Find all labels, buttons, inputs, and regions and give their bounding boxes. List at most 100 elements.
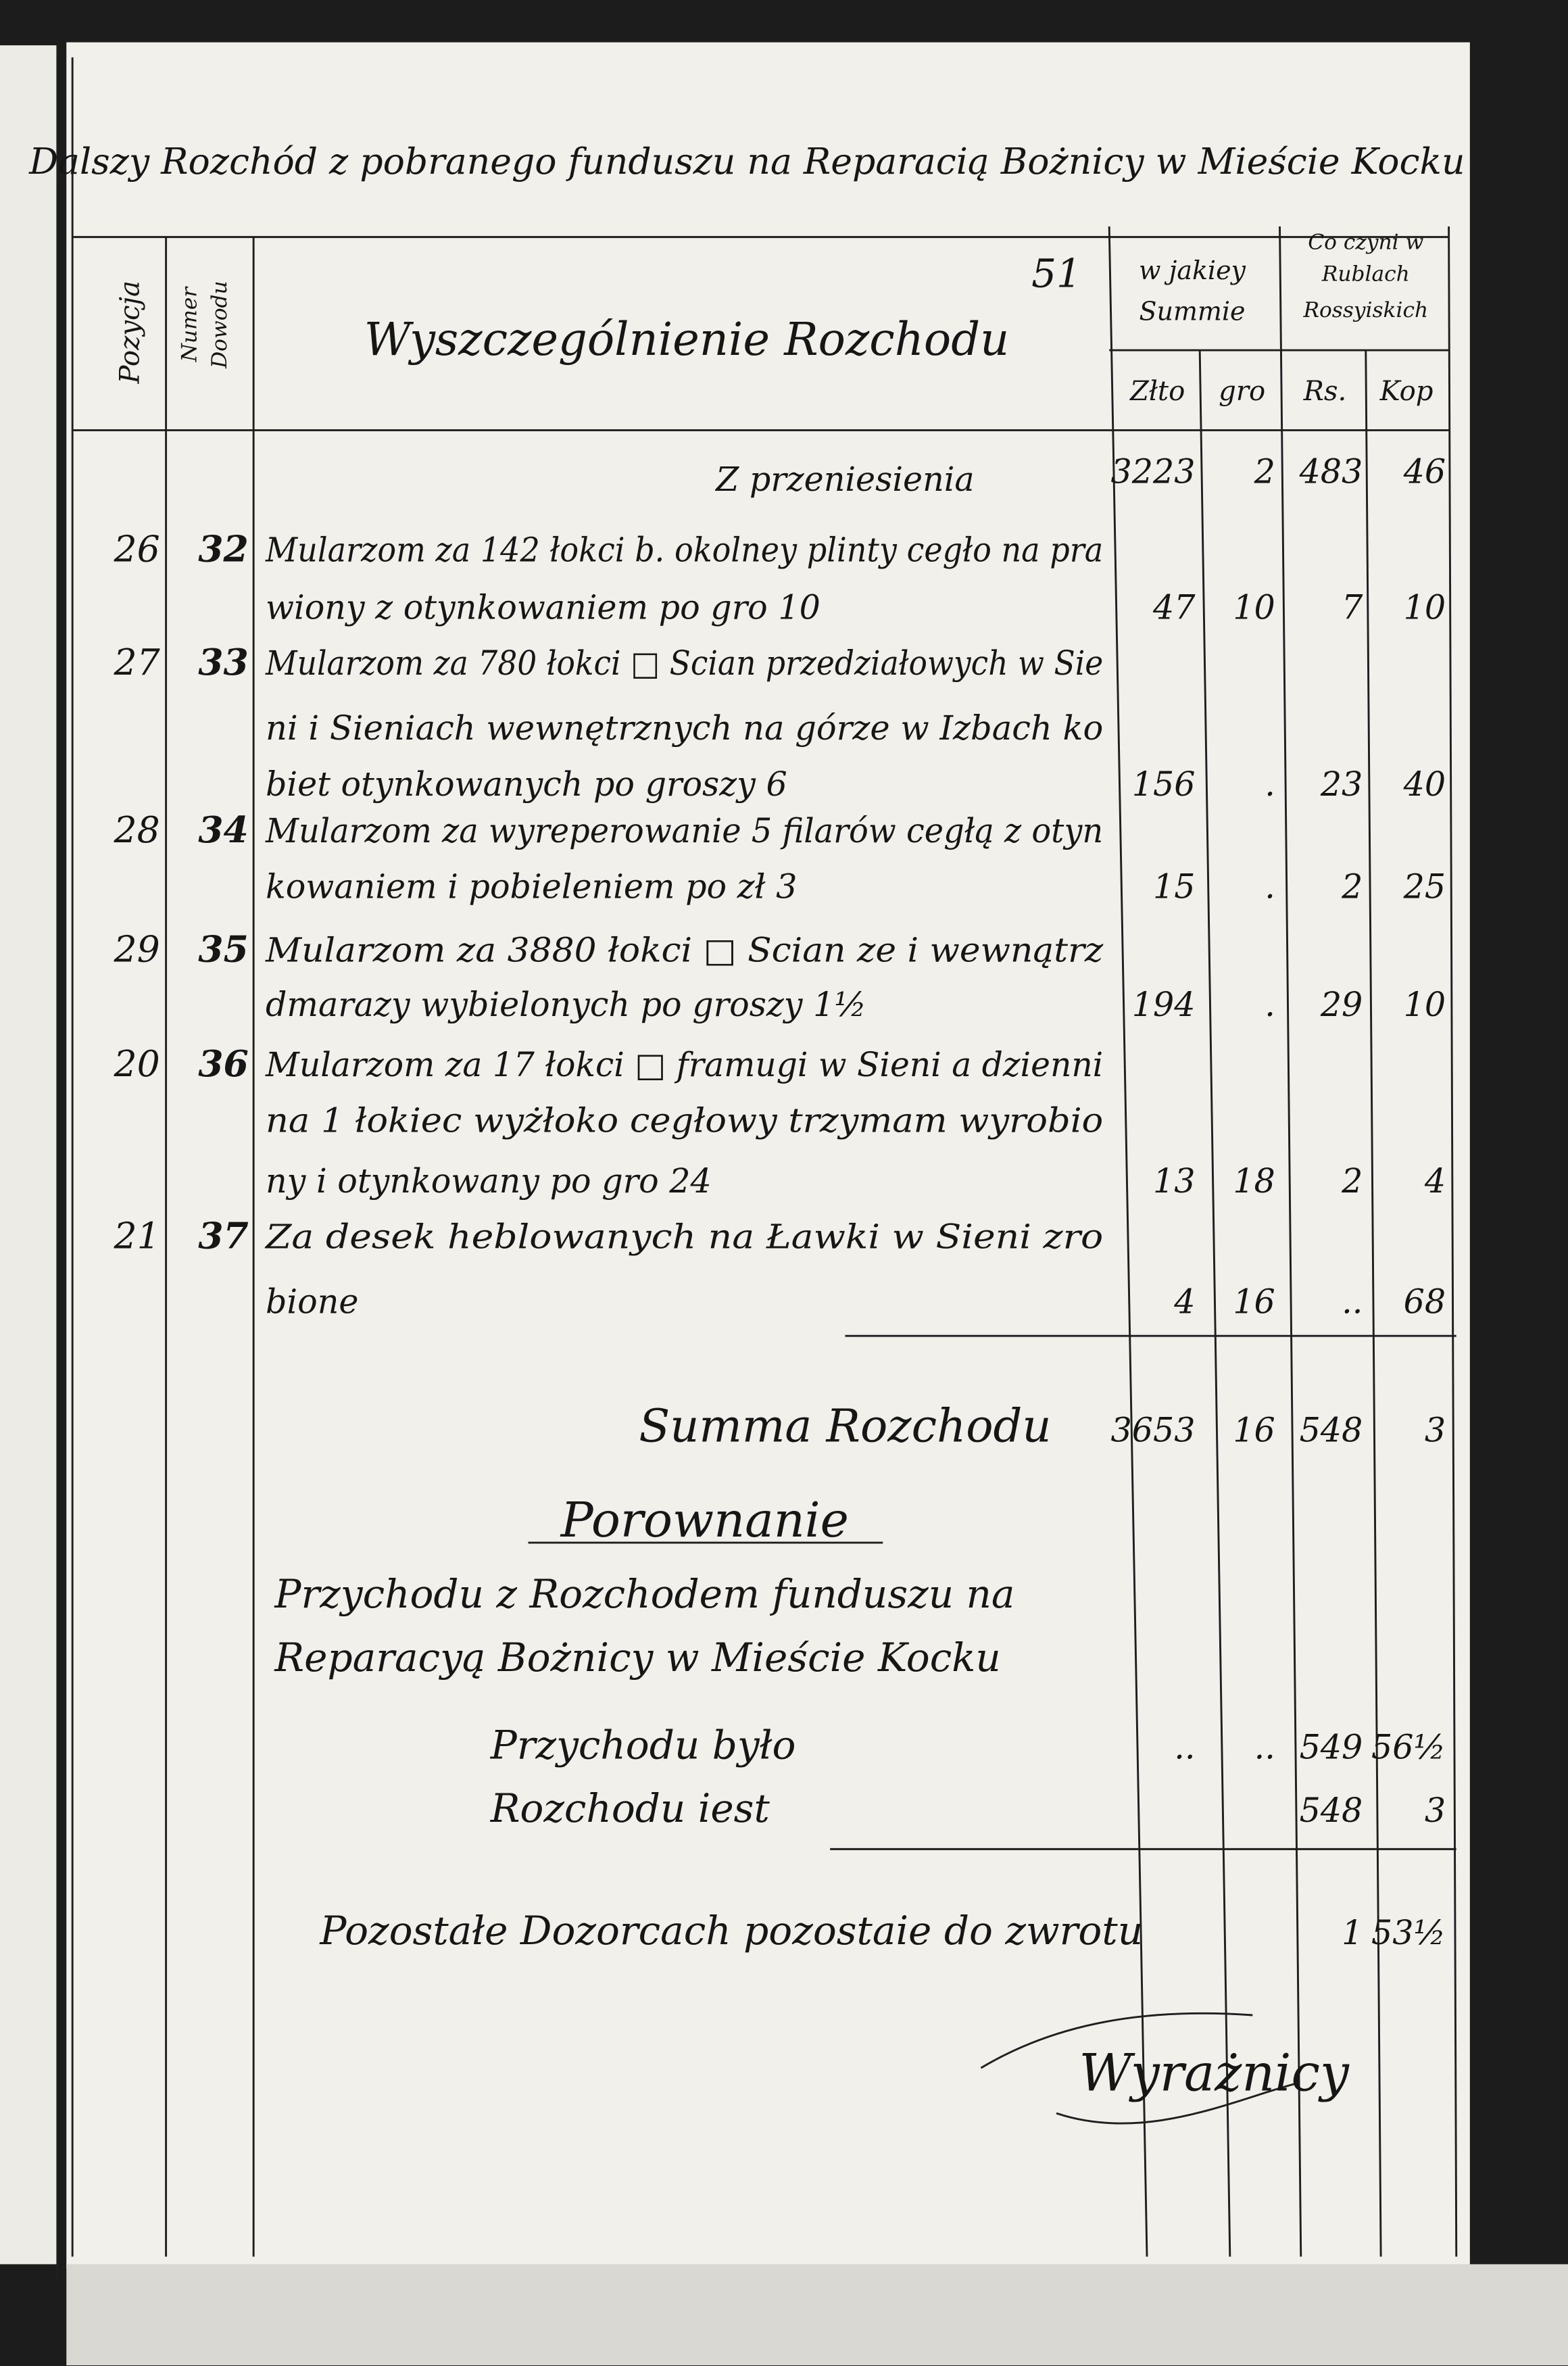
amount: 548: [1300, 1791, 1363, 1830]
amount: 16: [1233, 1410, 1275, 1449]
voucher: 34: [198, 808, 249, 851]
description-line: biet otynkowanych po groszy 6: [266, 765, 787, 804]
description-line: Mularzom za 17 łokci □ framugi w Sieni a…: [265, 1045, 1103, 1084]
page-number: 51: [1031, 250, 1081, 296]
column-header: Numer: [177, 286, 201, 363]
amount: .: [1265, 867, 1275, 907]
comparison-label: Przychodu było: [490, 1722, 796, 1768]
rule: [1448, 226, 1458, 2257]
position: 29: [114, 927, 160, 970]
amount: 10: [1404, 985, 1446, 1024]
amount: 3: [1425, 1791, 1446, 1830]
voucher: 33: [198, 641, 249, 683]
comparison-text: Przychodu z Rozchodem funduszu na: [274, 1571, 1014, 1617]
title: Dalszy Rozchód z pobranego funduszu na R…: [28, 140, 1465, 183]
rule: [1108, 226, 1148, 2257]
amount: 53½: [1371, 1913, 1446, 1952]
amount: ..: [1254, 1727, 1275, 1766]
amount: 4: [1173, 1282, 1195, 1322]
comparison-title: Porownanie: [560, 1492, 849, 1548]
amount: 16: [1233, 1282, 1275, 1322]
amount: 23: [1320, 765, 1363, 804]
description-line: Mularzom za 142 łokci b. okolney plinty …: [265, 531, 1103, 570]
amount: 15: [1153, 867, 1196, 907]
carried-forward-label: Z przeniesienia: [714, 460, 975, 499]
amount: 47: [1152, 588, 1196, 627]
position: 21: [114, 1215, 160, 1257]
bottom-margin: [66, 2264, 1568, 2366]
amount: 3223: [1110, 452, 1195, 491]
column-header: Rublach: [1321, 262, 1410, 286]
description-line: Za desek heblowanych na Ławki w Sieni zr…: [264, 1217, 1104, 1257]
amount: 68: [1404, 1282, 1446, 1322]
amount: 156: [1132, 765, 1196, 804]
column-header: Rossyiskich: [1302, 298, 1428, 322]
amount: 2: [1341, 1161, 1363, 1201]
position: 28: [114, 808, 160, 851]
amount: 483: [1299, 452, 1363, 491]
amount: 7: [1342, 588, 1363, 627]
description-line: kowaniem i pobieleniem po zł 3: [266, 867, 797, 907]
column-header: Kop: [1379, 376, 1434, 407]
description-line: Mularzom za 3880 łokci □ Scian ze i wewn…: [265, 930, 1104, 969]
amount: 4: [1424, 1161, 1446, 1201]
amount: 2: [1341, 867, 1363, 907]
amount: .: [1265, 985, 1275, 1024]
rule: [1365, 350, 1382, 2257]
amount: 56½: [1371, 1727, 1446, 1766]
total-label: Summa Rozchodu: [639, 1399, 1051, 1452]
column-header: Dowodu: [207, 281, 232, 369]
amount: 548: [1300, 1410, 1363, 1449]
voucher: 32: [198, 528, 249, 571]
signature-flourish: [980, 2012, 1298, 2125]
amount: 3653: [1110, 1410, 1195, 1449]
column-header: Złto: [1129, 376, 1185, 407]
voucher: 37: [198, 1215, 249, 1257]
amount: 549: [1300, 1727, 1363, 1766]
column-header: Wyszczególnienie Rozchodu: [364, 313, 1010, 366]
position: 27: [114, 641, 161, 683]
comparison-text: Reparacyą Bożnicy w Mieście Kocku: [274, 1635, 1000, 1681]
column-header: gro: [1219, 376, 1265, 407]
amount: 2: [1254, 452, 1275, 491]
voucher: 36: [198, 1042, 249, 1085]
amount: 13: [1153, 1161, 1196, 1201]
column-header: Co czyni w: [1308, 230, 1423, 254]
left-page-fragment: [0, 45, 57, 2265]
position: 20: [114, 1042, 160, 1085]
column-header: w jakiey: [1139, 256, 1246, 285]
amount: 194: [1132, 985, 1196, 1024]
amount: ..: [1342, 1282, 1363, 1322]
description-line: bione: [266, 1282, 358, 1322]
description-line: Mularzom za wyreperowanie 5 filarów cegł…: [265, 811, 1103, 850]
amount: 10: [1233, 588, 1275, 627]
column-header: Summie: [1140, 296, 1246, 326]
description-line: ny i otynkowany po gro 24: [266, 1161, 712, 1201]
description-line: na 1 łokiec wyżłoko cegłowy trzymam wyro…: [266, 1101, 1103, 1140]
amount: 40: [1403, 765, 1446, 804]
amount: .: [1265, 765, 1275, 804]
voucher: 35: [198, 927, 249, 970]
rule: [1279, 226, 1302, 2257]
amount: 18: [1233, 1161, 1275, 1201]
amount: 46: [1403, 452, 1446, 491]
column-header: Rs.: [1303, 376, 1347, 407]
amount: 3: [1425, 1410, 1446, 1449]
description-line: wiony z otynkowaniem po gro 10: [266, 588, 820, 627]
description-line: dmarazy wybielonych po groszy 1½: [266, 985, 866, 1024]
amount: 10: [1404, 588, 1446, 627]
amount: 25: [1403, 867, 1446, 907]
comparison-label: Rozchodu iest: [490, 1785, 770, 1831]
amount: 29: [1320, 985, 1363, 1024]
amount: 1: [1342, 1913, 1363, 1952]
position: 26: [114, 528, 160, 571]
amount: ..: [1174, 1727, 1195, 1766]
description-line: ni i Sieniach wewnętrznych na górze w Iz…: [266, 708, 1103, 748]
remainder-label: Pozostałe Dozorcach pozostaie do zwrotu: [319, 1908, 1143, 1954]
column-header: Pozycja: [114, 281, 145, 384]
rule: [1198, 350, 1231, 2257]
signature: Wyrażnicy: [1079, 2044, 1350, 2103]
description-line: Mularzom za 780 łokci □ Scian przedziało…: [265, 644, 1103, 683]
